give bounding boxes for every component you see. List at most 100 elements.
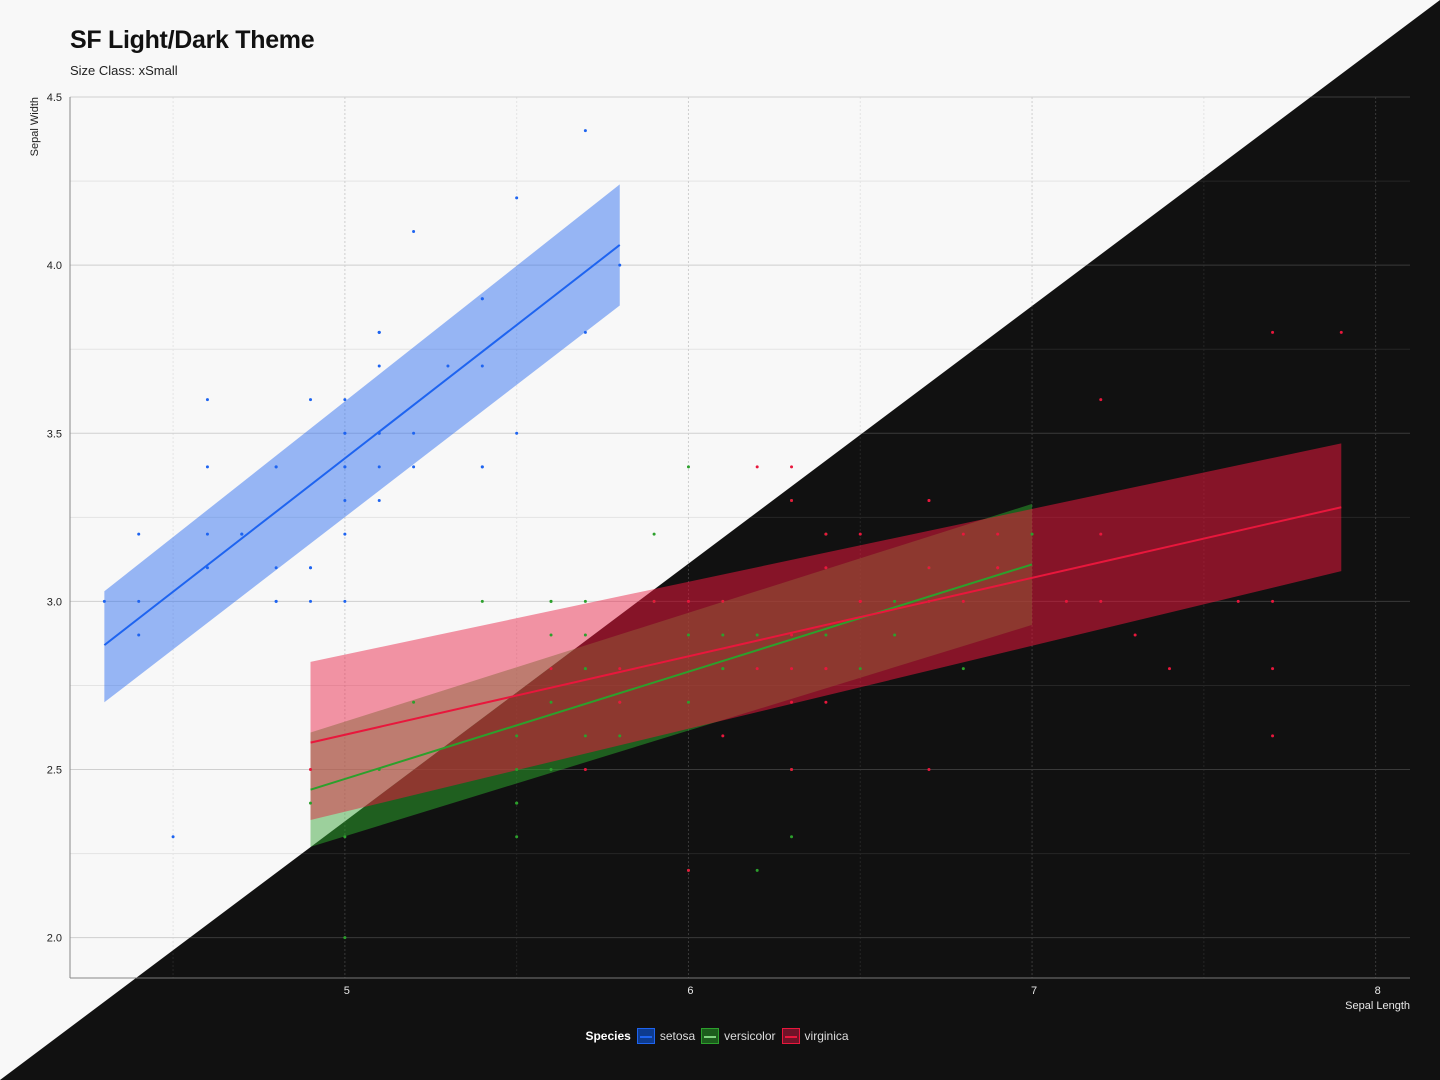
data-point-versicolor [755, 868, 759, 872]
legend-swatch-versicolor [701, 1028, 720, 1044]
data-point-setosa [205, 398, 209, 402]
y-tick-label: 2.0 [47, 933, 62, 945]
data-point-virginica [790, 700, 794, 704]
data-point-virginica [1064, 599, 1068, 603]
x-tick-label: 5 [344, 985, 350, 997]
y-tick-label: 3.5 [47, 428, 62, 440]
data-point-virginica [790, 633, 794, 637]
data-point-virginica [927, 566, 931, 570]
data-point-setosa [137, 599, 141, 603]
data-point-setosa [412, 431, 416, 435]
x-tick-label: 6 [687, 985, 693, 997]
data-point-setosa [377, 431, 381, 435]
data-point-versicolor [961, 667, 965, 671]
data-point-versicolor [755, 633, 759, 637]
data-point-setosa [412, 465, 416, 469]
y-axis-label: Sepal Width [29, 97, 41, 156]
data-point-virginica [755, 465, 759, 469]
regression-line-setosa [103, 244, 621, 646]
legend-item-versicolor[interactable]: versicolor [701, 1028, 776, 1044]
data-point-versicolor [583, 734, 587, 738]
data-point-virginica [1236, 599, 1240, 603]
data-point-setosa [583, 330, 587, 334]
data-point-setosa [515, 431, 519, 435]
data-point-versicolor [549, 633, 553, 637]
data-point-virginica [1271, 734, 1275, 738]
legend-title: Species [585, 1029, 631, 1043]
data-point-virginica [790, 768, 794, 772]
legend-swatch-virginica [781, 1028, 800, 1044]
data-point-virginica [824, 532, 828, 536]
data-point-setosa [274, 599, 278, 603]
data-point-setosa [343, 499, 347, 503]
data-point-virginica [961, 599, 965, 603]
data-point-setosa [343, 532, 347, 536]
data-point-versicolor [1030, 532, 1034, 536]
data-point-setosa [377, 364, 381, 368]
data-point-versicolor [515, 734, 519, 738]
data-point-virginica [927, 499, 931, 503]
data-point-virginica [1099, 599, 1103, 603]
data-point-virginica [1133, 633, 1137, 637]
data-point-virginica [824, 667, 828, 671]
data-point-setosa [343, 431, 347, 435]
confidence-band-setosa [104, 184, 620, 703]
data-point-versicolor [515, 768, 519, 772]
data-point-versicolor [790, 835, 794, 839]
data-point-setosa [274, 566, 278, 570]
data-point-versicolor [343, 835, 347, 839]
data-point-versicolor [377, 768, 381, 772]
data-point-virginica [721, 734, 725, 738]
data-point-setosa [205, 532, 209, 536]
data-point-versicolor [309, 801, 313, 805]
legend-swatch-setosa [636, 1028, 655, 1044]
data-point-virginica [618, 667, 622, 671]
data-point-versicolor [721, 667, 725, 671]
data-point-virginica [652, 599, 656, 603]
data-point-virginica [1099, 398, 1103, 402]
data-point-setosa [343, 398, 347, 402]
data-point-versicolor [721, 633, 725, 637]
data-point-setosa [583, 129, 587, 133]
data-point-versicolor [583, 633, 587, 637]
x-tick-label: 8 [1375, 985, 1381, 997]
data-point-versicolor [824, 633, 828, 637]
data-point-setosa [102, 599, 106, 603]
data-point-setosa [377, 499, 381, 503]
y-tick-label: 2.5 [47, 765, 62, 777]
data-point-virginica [824, 566, 828, 570]
data-point-versicolor [618, 734, 622, 738]
data-point-versicolor [858, 667, 862, 671]
data-point-virginica [996, 566, 1000, 570]
data-point-setosa [274, 465, 278, 469]
data-point-versicolor [480, 599, 484, 603]
data-point-virginica [858, 599, 862, 603]
data-point-virginica [927, 599, 931, 603]
data-point-virginica [927, 768, 931, 772]
data-point-versicolor [515, 835, 519, 839]
data-point-setosa [171, 835, 175, 839]
data-point-virginica [686, 868, 690, 872]
data-point-virginica [961, 532, 965, 536]
legend-item-setosa[interactable]: setosa [636, 1028, 695, 1044]
data-point-versicolor [412, 700, 416, 704]
data-point-setosa [480, 465, 484, 469]
data-point-setosa [515, 196, 519, 200]
data-point-setosa [480, 364, 484, 368]
confidence-band-virginica [310, 443, 1342, 820]
data-point-virginica [309, 768, 313, 772]
data-point-versicolor [686, 700, 690, 704]
data-point-setosa [377, 330, 381, 334]
data-point-virginica [790, 465, 794, 469]
data-point-virginica [858, 532, 862, 536]
legend-item-virginica[interactable]: virginica [781, 1028, 849, 1044]
data-point-virginica [721, 599, 725, 603]
data-point-setosa [343, 465, 347, 469]
chart-title: SF Light/Dark Theme [70, 26, 315, 54]
data-point-setosa [205, 566, 209, 570]
data-point-setosa [618, 263, 622, 267]
data-point-virginica [1339, 330, 1343, 334]
data-point-setosa [377, 465, 381, 469]
chart-subtitle: Size Class: xSmall [70, 63, 178, 78]
data-point-setosa [205, 465, 209, 469]
